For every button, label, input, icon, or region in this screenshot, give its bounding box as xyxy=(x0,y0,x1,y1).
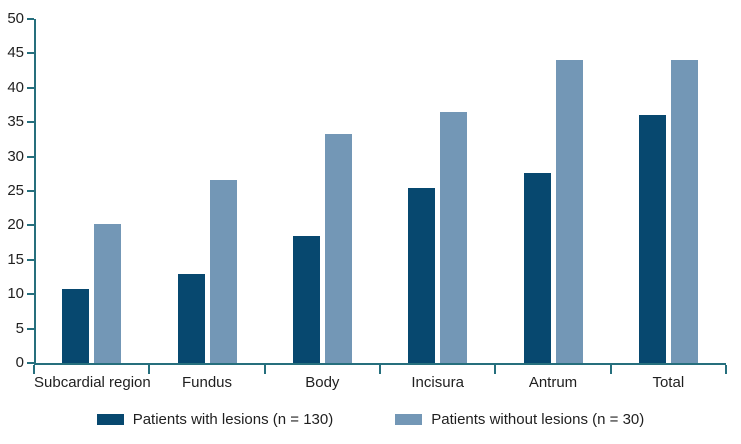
legend-swatch-without-lesions xyxy=(395,414,423,425)
y-tick xyxy=(27,258,34,261)
bar xyxy=(638,114,666,363)
bar xyxy=(324,133,352,363)
bar xyxy=(523,173,551,363)
bar xyxy=(62,289,90,363)
x-tick xyxy=(725,365,727,374)
y-tick-label: 35 xyxy=(7,113,24,131)
x-axis-line xyxy=(34,363,726,365)
y-tick-label: 40 xyxy=(7,78,24,96)
y-tick-label: 5 xyxy=(15,319,24,337)
x-tick xyxy=(379,365,381,374)
y-axis-line xyxy=(34,19,36,365)
legend-item-without-lesions: Patients without lesions (n = 30) xyxy=(395,411,644,428)
y-tick xyxy=(27,224,34,227)
x-tick xyxy=(148,365,151,374)
y-tick xyxy=(27,190,34,192)
y-tick xyxy=(27,293,34,296)
y-tick-label: 45 xyxy=(7,44,24,62)
bar xyxy=(94,224,122,363)
y-tick xyxy=(27,18,34,20)
y-tick xyxy=(27,155,34,158)
y-tick-label: 30 xyxy=(7,147,24,165)
y-tick xyxy=(27,121,34,124)
x-axis-label: Fundus xyxy=(181,374,233,391)
y-tick xyxy=(27,86,34,89)
x-tick xyxy=(33,365,35,374)
x-axis-label: Subcardial region xyxy=(34,374,151,391)
legend-item-with-lesions: Patients with lesions (n = 130) xyxy=(96,411,334,428)
legend-swatch-with-lesions xyxy=(96,414,124,425)
y-tick-label: 25 xyxy=(7,182,24,199)
x-axis-label: Body xyxy=(305,374,340,391)
y-tick xyxy=(27,52,34,55)
bar xyxy=(177,273,205,363)
bar xyxy=(440,111,468,363)
x-tick xyxy=(494,365,497,374)
bar xyxy=(209,179,237,363)
bar xyxy=(408,188,436,363)
bar xyxy=(555,59,583,363)
y-tick-label: 10 xyxy=(7,285,24,303)
y-tick-label: 20 xyxy=(7,216,24,234)
x-axis-label: Total xyxy=(652,374,685,391)
x-tick xyxy=(263,365,266,374)
legend-label-without-lesions: Patients without lesions (n = 30) xyxy=(431,411,645,428)
y-tick xyxy=(27,362,34,364)
bar xyxy=(670,59,698,363)
y-tick-label: 50 xyxy=(7,10,24,27)
plot-area: 0 5 10 15 20 25 30 35 40 45 50 Subcardial region Fun… xyxy=(7,11,727,391)
y-tick-label: 15 xyxy=(7,250,24,268)
x-tick xyxy=(609,365,612,374)
y-tick xyxy=(27,327,34,330)
legend: Patients with lesions (n = 130) Patients… xyxy=(0,411,741,428)
y-tick-label: 0 xyxy=(15,354,24,371)
x-axis-label: Incisura xyxy=(411,374,464,391)
legend-label-with-lesions: Patients with lesions (n = 130) xyxy=(132,411,334,428)
bar xyxy=(292,235,320,363)
x-axis-label: Antrum xyxy=(528,374,578,391)
